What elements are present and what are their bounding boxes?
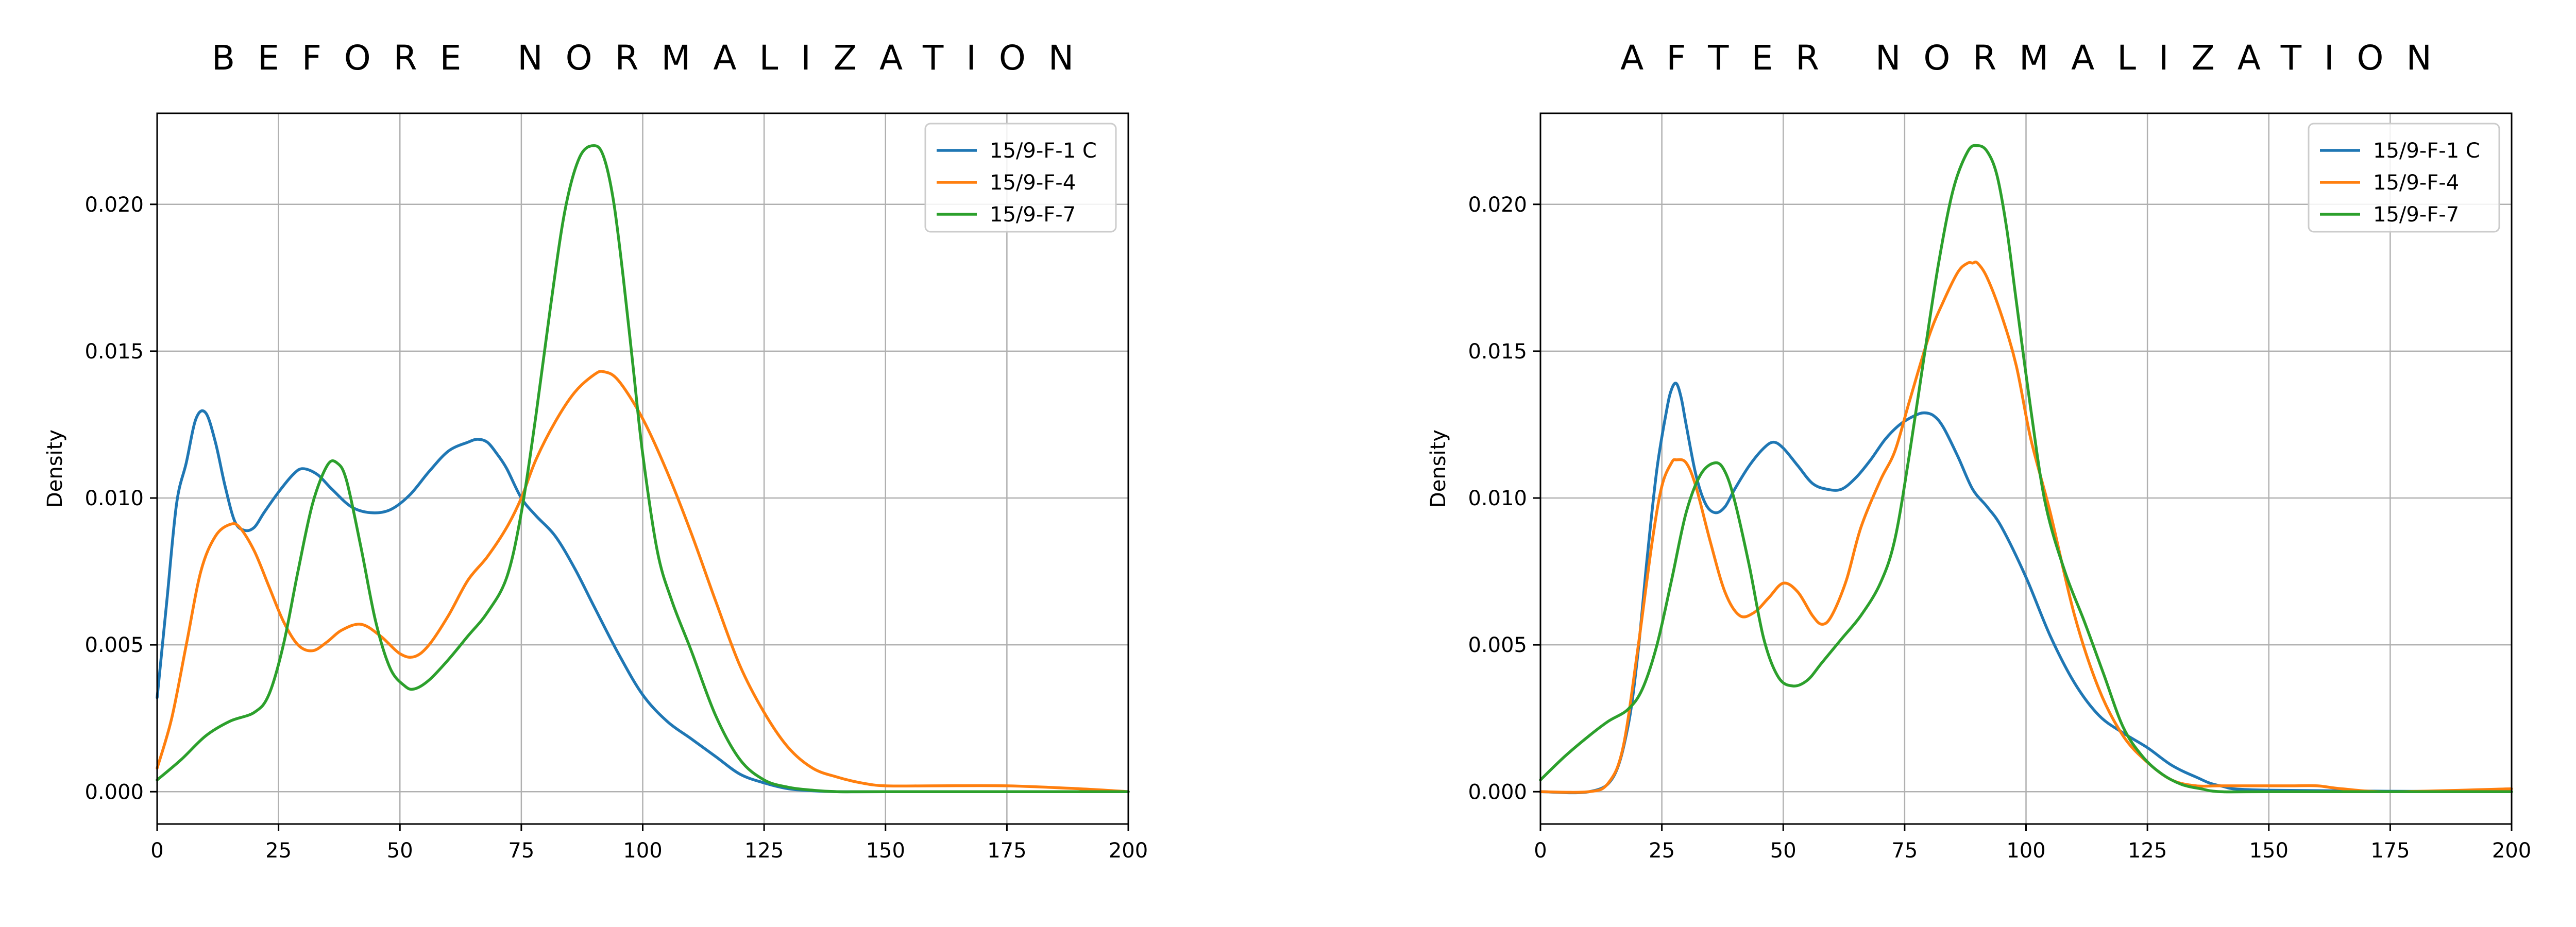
- x-tick-label: 175: [987, 839, 1026, 863]
- x-tick-label: 125: [744, 839, 784, 863]
- x-tick-label: 150: [866, 839, 905, 863]
- y-tick-label: 0.015: [1468, 340, 1527, 364]
- legend-label: 15/9-F-4: [2373, 171, 2459, 195]
- legend: 15/9-F-1 C 15/9-F-4 15/9-F-7: [2308, 123, 2500, 233]
- x-tick-label: 125: [2128, 839, 2167, 863]
- chart-title: BEFORE NORMALIZATION: [212, 38, 1096, 78]
- y-tick-label: 0.000: [1468, 780, 1527, 804]
- y-tick-label: 0.015: [84, 340, 144, 364]
- legend-label: 15/9-F-1 C: [990, 139, 1097, 163]
- y-tick-label: 0.000: [84, 780, 144, 804]
- y-axis-label: Density: [1427, 430, 1450, 508]
- y-axis-label: Density: [43, 430, 67, 508]
- x-tick-label: 75: [1891, 839, 1918, 863]
- x-tick-label: 100: [623, 839, 662, 863]
- x-tick-label: 75: [508, 839, 534, 863]
- legend-label: 15/9-F-4: [990, 171, 1076, 195]
- y-tick-label: 0.020: [84, 193, 144, 217]
- x-tick-label: 100: [2006, 839, 2045, 863]
- legend-label: 15/9-F-1 C: [2373, 139, 2480, 163]
- series-line-2: [156, 370, 1130, 794]
- series-line-1: [1539, 382, 2513, 795]
- chart-after-normalization: 0 25 50 75 100 125 150 175 200 0.000 0.005 0.010 0.0…: [1427, 38, 2531, 863]
- x-tick-label: 50: [387, 839, 413, 863]
- series-line-3: [1539, 144, 2513, 794]
- x-tick-label: 200: [1109, 839, 1148, 863]
- x-tick-label: 25: [1649, 839, 1675, 863]
- x-tick-label: 200: [2492, 839, 2531, 863]
- x-tick-label: 150: [2249, 839, 2289, 863]
- legend-label: 15/9-F-7: [990, 203, 1076, 227]
- y-tick-label: 0.010: [1468, 487, 1527, 510]
- y-tick-label: 0.005: [1468, 633, 1527, 657]
- series-line-3: [156, 144, 1130, 794]
- chart-before-normalization: 0 25 50 75 100 125 150 175 200 0.000 0.005 0.010 0.0…: [43, 38, 1148, 863]
- y-tick-label: 0.005: [84, 633, 144, 657]
- legend: 15/9-F-1 C 15/9-F-4 15/9-F-7: [924, 123, 1117, 233]
- x-tick-label: 175: [2370, 839, 2410, 863]
- y-tick-label: 0.010: [84, 487, 144, 510]
- legend-label: 15/9-F-7: [2373, 203, 2459, 227]
- x-tick-label: 0: [150, 839, 163, 863]
- y-tick-label: 0.020: [1468, 193, 1527, 217]
- x-tick-label: 25: [265, 839, 292, 863]
- x-tick-label: 50: [1770, 839, 1797, 863]
- chart-title: AFTER NORMALIZATION: [1620, 38, 2454, 78]
- x-tick-label: 0: [1534, 839, 1547, 863]
- series-line-1: [156, 409, 1130, 794]
